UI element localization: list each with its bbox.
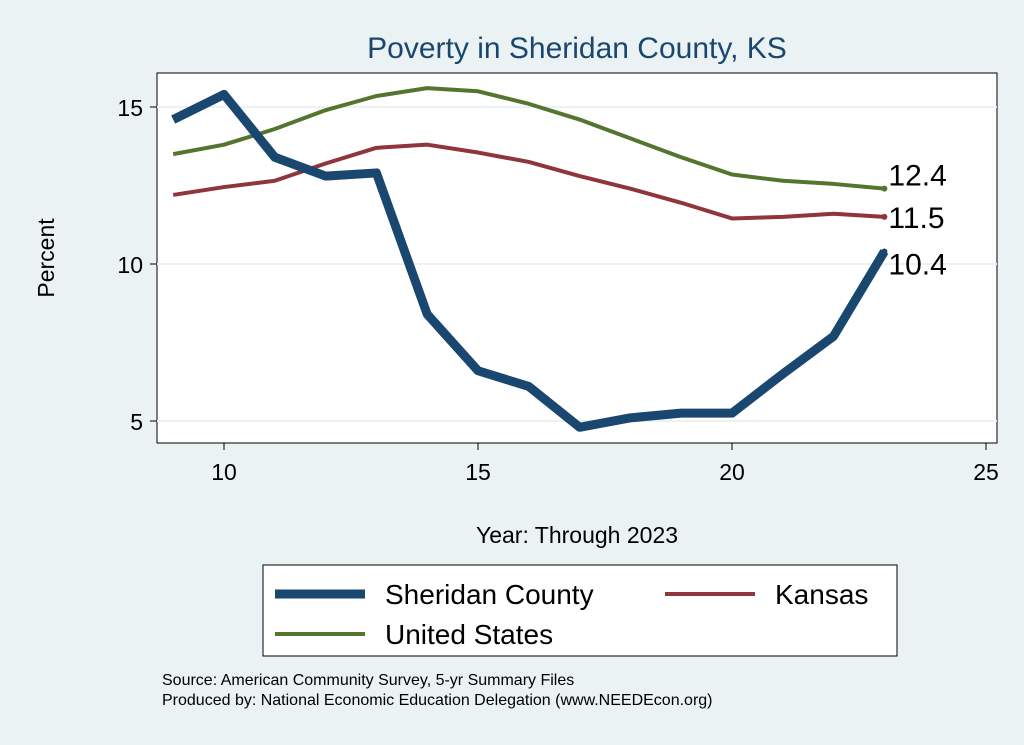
y-axis-label: Percent xyxy=(33,218,59,298)
end-label: 11.5 xyxy=(888,202,944,235)
x-tick-label: 10 xyxy=(211,459,237,485)
end-point xyxy=(881,185,888,192)
x-tick-label: 25 xyxy=(973,459,999,485)
end-point xyxy=(881,213,888,220)
y-tick-label: 15 xyxy=(117,95,143,121)
x-axis-label: Year: Through 2023 xyxy=(476,522,678,548)
x-tick-label: 15 xyxy=(465,459,491,485)
end-label: 12.4 xyxy=(888,160,946,193)
legend-label: Kansas xyxy=(775,579,868,610)
series-line-kansas xyxy=(172,142,885,221)
x-tick-label: 20 xyxy=(719,459,745,485)
plot-area xyxy=(156,72,998,444)
end-point xyxy=(881,248,888,255)
series-line-united-states xyxy=(172,86,885,191)
series-line-sheridan-county xyxy=(171,89,889,432)
y-tick-label: 5 xyxy=(130,409,143,435)
legend-label: Sheridan County xyxy=(385,579,594,610)
legend-label: United States xyxy=(385,619,553,650)
legend xyxy=(262,564,898,657)
y-tick-label: 10 xyxy=(117,252,143,278)
produced-note: Produced by: National Economic Education… xyxy=(162,692,713,709)
chart-title: Poverty in Sheridan County, KS xyxy=(367,32,787,65)
end-label: 10.4 xyxy=(888,248,946,281)
source-note: Source: American Community Survey, 5-yr … xyxy=(162,672,575,689)
